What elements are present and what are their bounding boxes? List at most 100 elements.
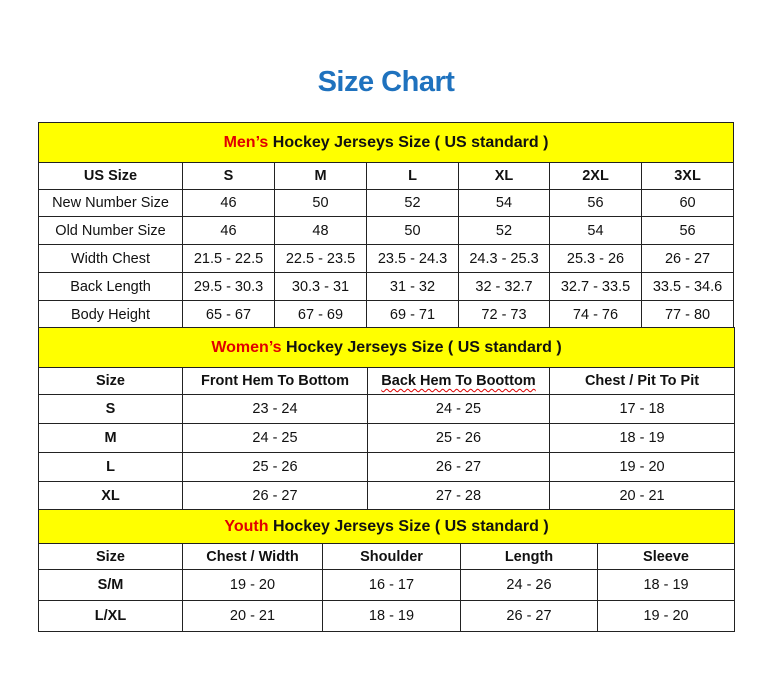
- column-header: Chest / Width: [182, 543, 323, 570]
- table-cell: 31 - 32: [366, 272, 459, 301]
- table-cell: 67 - 69: [274, 300, 367, 329]
- youth-header-text: Hockey Jerseys Size ( US standard ): [268, 517, 549, 535]
- column-header-label: Size: [95, 373, 125, 389]
- youth-section-header: Youth Hockey Jerseys Size ( US standard …: [37, 509, 736, 544]
- table-cell: 48: [274, 216, 367, 245]
- table-row: M 24 - 25 25 - 26 18 - 19: [38, 423, 736, 453]
- table-cell: 24 - 25: [182, 423, 368, 453]
- table-cell: 18 - 19: [322, 600, 461, 632]
- table-row: Back Length 29.5 - 30.3 30.3 - 31 31 - 32 32…: [38, 272, 735, 301]
- row-label: New Number Size: [38, 189, 183, 217]
- column-header-label: Front Hem To Bottom: [201, 373, 349, 389]
- women-section-header: Women’s Hockey Jerseys Size ( US standar…: [37, 327, 736, 368]
- column-header-label: Length: [504, 548, 554, 565]
- column-header-label: M: [314, 168, 327, 184]
- table-row: L/XL 20 - 21 18 - 19 26 - 27 19 - 20: [38, 600, 736, 632]
- column-header: Length: [460, 543, 598, 570]
- column-header: 3XL: [640, 162, 735, 190]
- table-cell: 56: [640, 216, 735, 245]
- table-cell: 21.5 - 22.5: [182, 244, 275, 273]
- column-header-label: XL: [494, 168, 514, 184]
- page-title: Size Chart: [317, 66, 455, 98]
- table-cell: 16 - 17: [322, 569, 461, 601]
- column-header: 2XL: [549, 162, 642, 190]
- table-cell: 18 - 19: [548, 423, 736, 453]
- women-header-highlight: Women’s: [211, 338, 282, 356]
- table-row: S 23 - 24 24 - 25 17 - 18: [38, 394, 736, 424]
- table-cell: 77 - 80: [640, 300, 735, 329]
- column-header: Chest / Pit To Pit: [548, 367, 736, 395]
- column-header-label: S: [223, 168, 234, 184]
- table-cell: 33.5 - 34.6: [640, 272, 735, 301]
- table-cell: 54: [549, 216, 642, 245]
- table-cell: 24 - 26: [460, 569, 598, 601]
- table-cell: 52: [366, 189, 459, 217]
- column-header-label: 2XL: [582, 168, 609, 184]
- column-header-label: 3XL: [674, 168, 701, 184]
- table-cell: 24 - 25: [367, 394, 550, 424]
- table-cell: 24.3 - 25.3: [458, 244, 550, 273]
- men-size-table: Men’s Hockey Jerseys Size ( US standard …: [37, 122, 735, 329]
- table-cell: 25.3 - 26: [549, 244, 642, 273]
- column-header-label: Chest / Pit To Pit: [584, 373, 700, 389]
- table-row: Width Chest 21.5 - 22.5 22.5 - 23.5 23.5 - …: [38, 244, 735, 273]
- table-cell: 72 - 73: [458, 300, 550, 329]
- women-header-text: Hockey Jerseys Size ( US standard ): [281, 338, 562, 356]
- row-label: Back Length: [38, 272, 183, 301]
- men-column-header-row: US Size S M L XL 2XL 3XL: [38, 162, 735, 190]
- table-cell: 52: [458, 216, 550, 245]
- table-cell: 25 - 26: [182, 452, 368, 482]
- table-row: L 25 - 26 26 - 27 19 - 20: [38, 452, 736, 482]
- youth-column-header-row: Size Chest / Width Shoulder Length Sleeve: [38, 543, 736, 570]
- column-header-label: Back Hem To Boottom: [381, 373, 536, 389]
- column-header-label: Sleeve: [643, 548, 689, 565]
- table-row: S/M 19 - 20 16 - 17 24 - 26 18 - 19: [38, 569, 736, 601]
- row-label: Width Chest: [38, 244, 183, 273]
- column-header: M: [274, 162, 367, 190]
- men-header-text: Hockey Jerseys Size ( US standard ): [268, 133, 549, 151]
- row-label: M: [38, 423, 183, 453]
- column-header: Back Hem To Boottom: [367, 367, 550, 395]
- women-size-table: Women’s Hockey Jerseys Size ( US standar…: [37, 327, 736, 511]
- table-cell: 32.7 - 33.5: [549, 272, 642, 301]
- table-cell: 23 - 24: [182, 394, 368, 424]
- table-cell: 20 - 21: [182, 600, 323, 632]
- table-cell: 26 - 27: [182, 481, 368, 511]
- youth-header-highlight: Youth: [224, 517, 269, 535]
- column-header-label: US Size: [83, 168, 138, 184]
- row-label: L: [38, 452, 183, 482]
- table-cell: 23.5 - 24.3: [366, 244, 459, 273]
- table-cell: 26 - 27: [460, 600, 598, 632]
- table-cell: 17 - 18: [548, 394, 736, 424]
- table-cell: 25 - 26: [367, 423, 550, 453]
- column-header-label: Chest / Width: [206, 548, 299, 565]
- table-cell: 65 - 67: [182, 300, 275, 329]
- column-header: Front Hem To Bottom: [182, 367, 368, 395]
- column-header: Sleeve: [596, 543, 736, 570]
- youth-size-table: Youth Hockey Jerseys Size ( US standard …: [37, 509, 736, 632]
- table-cell: 54: [458, 189, 550, 217]
- table-cell: 46: [182, 216, 275, 245]
- table-cell: 26 - 27: [367, 452, 550, 482]
- table-cell: 56: [549, 189, 642, 217]
- table-cell: 46: [182, 189, 275, 217]
- table-row: New Number Size 46 50 52 54 56 60: [38, 189, 735, 217]
- column-header: XL: [458, 162, 550, 190]
- column-header: Shoulder: [322, 543, 461, 570]
- row-label: S/M: [38, 569, 183, 601]
- table-cell: 50: [366, 216, 459, 245]
- table-cell: 18 - 19: [596, 569, 736, 601]
- column-header-label: Size: [95, 548, 125, 565]
- table-cell: 74 - 76: [549, 300, 642, 329]
- column-header: Size: [38, 367, 183, 395]
- men-section-header: Men’s Hockey Jerseys Size ( US standard …: [37, 122, 735, 163]
- column-header: S: [182, 162, 275, 190]
- table-cell: 19 - 20: [596, 600, 736, 632]
- table-cell: 19 - 20: [548, 452, 736, 482]
- table-cell: 69 - 71: [366, 300, 459, 329]
- table-cell: 20 - 21: [548, 481, 736, 511]
- men-header-highlight: Men’s: [223, 133, 269, 151]
- row-label: Old Number Size: [38, 216, 183, 245]
- table-cell: 29.5 - 30.3: [182, 272, 275, 301]
- column-header-label: Shoulder: [360, 548, 423, 565]
